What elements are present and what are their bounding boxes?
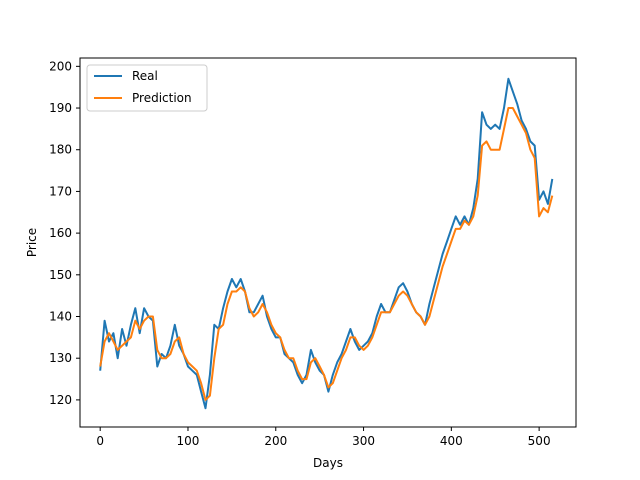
x-axis: 0 100 200 300 400 500 — [96, 427, 551, 448]
legend: Real Prediction — [86, 64, 208, 112]
x-tick-label: 400 — [440, 434, 463, 448]
x-tick-label: 500 — [528, 434, 551, 448]
x-tick-label: 300 — [352, 434, 375, 448]
x-tick-label: 100 — [177, 434, 200, 448]
axes-frame — [79, 57, 577, 428]
y-tick-label: 120 — [49, 393, 72, 407]
y-tick-label: 160 — [49, 226, 72, 240]
x-axis-label: Days — [313, 456, 343, 470]
y-axis-label: Price — [25, 228, 39, 257]
y-tick-label: 150 — [49, 268, 72, 282]
y-tick-label: 170 — [49, 184, 72, 198]
x-tick-label: 200 — [264, 434, 287, 448]
y-axis: 120 130 140 150 160 170 180 190 200 — [49, 59, 80, 407]
y-tick-label: 200 — [49, 59, 72, 73]
y-tick-label: 130 — [49, 351, 72, 365]
legend-label-prediction: Prediction — [132, 91, 192, 105]
series-line-prediction — [99, 107, 554, 401]
y-tick-label: 140 — [49, 310, 72, 324]
y-tick-label: 190 — [49, 101, 72, 115]
y-tick-label: 180 — [49, 143, 72, 157]
legend-label-real: Real — [132, 69, 158, 83]
plot-area — [99, 77, 554, 410]
x-tick-label: 0 — [96, 434, 104, 448]
